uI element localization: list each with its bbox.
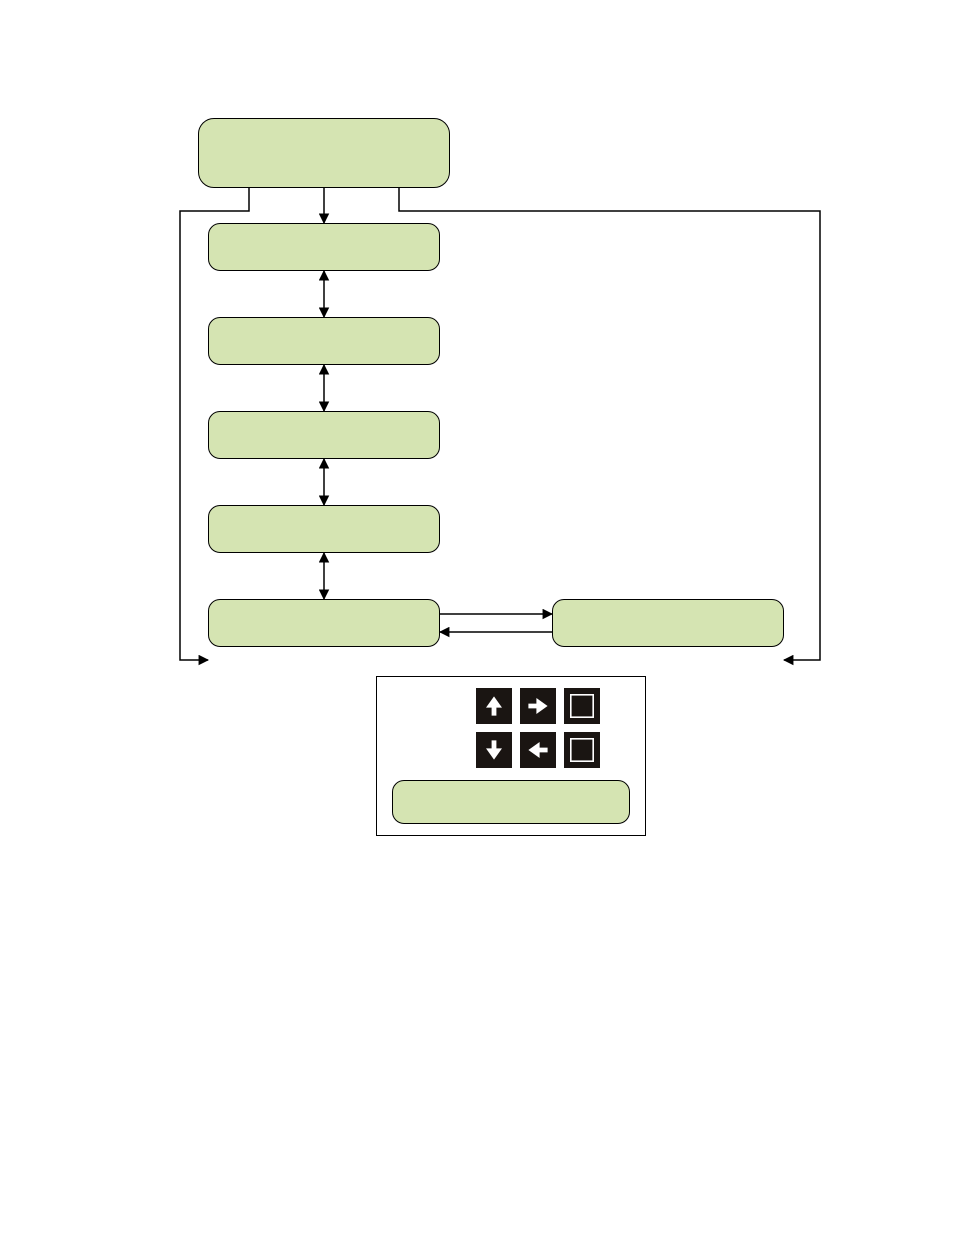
arrow-right-icon: [520, 688, 556, 724]
arrow-down-icon: [476, 732, 512, 768]
arrow-up-icon: [476, 688, 512, 724]
legend-node: [392, 780, 630, 824]
flowchart-node-3: [208, 411, 440, 459]
square-icon: [564, 688, 600, 724]
arrow-left-icon: [520, 732, 556, 768]
flowchart-node-5: [208, 599, 440, 647]
flowchart-node-side: [552, 599, 784, 647]
flowchart-node-1: [208, 223, 440, 271]
square-icon: [564, 732, 600, 768]
connector-layer: [0, 0, 954, 1235]
flowchart-node-2: [208, 317, 440, 365]
flowchart-node-top: [198, 118, 450, 188]
flowchart-node-4: [208, 505, 440, 553]
